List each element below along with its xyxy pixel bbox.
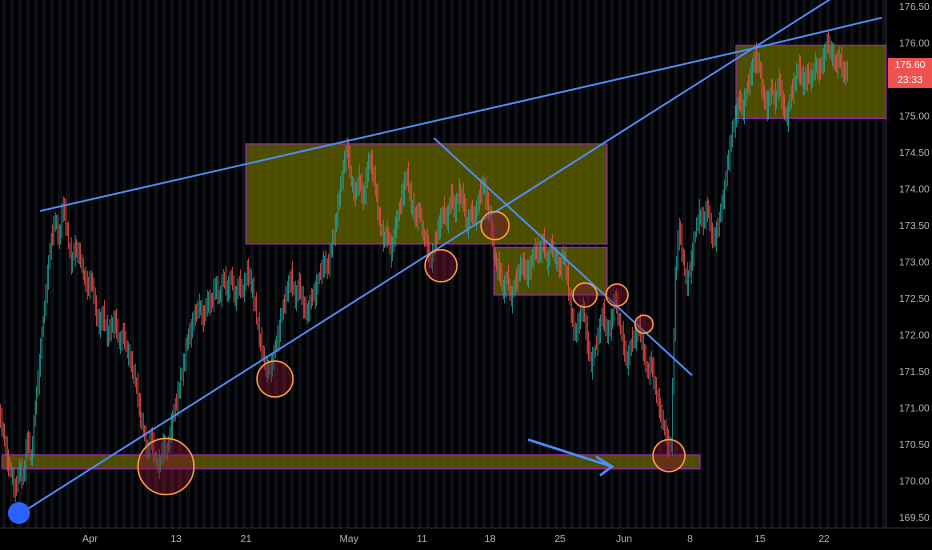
countdown-timer: 23:33 xyxy=(897,75,923,86)
x-tick-label: 22 xyxy=(818,534,830,545)
trendline xyxy=(13,0,831,519)
highlight-circle xyxy=(572,282,598,308)
arrow-shaft xyxy=(527,438,613,468)
y-tick-label: 176.00 xyxy=(899,39,930,50)
x-tick-label: 11 xyxy=(417,534,428,545)
trendline xyxy=(759,16,883,48)
y-tick-label: 171.50 xyxy=(899,367,930,378)
trendline xyxy=(433,137,693,376)
trendline xyxy=(39,45,761,212)
tradingview-logo-icon xyxy=(8,502,30,524)
y-tick-label: 170.50 xyxy=(899,440,930,451)
y-tick-label: 173.50 xyxy=(899,221,930,232)
highlight-circle xyxy=(480,210,510,241)
y-tick-label: 175.00 xyxy=(899,112,930,123)
x-tick-label: 8 xyxy=(687,534,693,545)
highlight-circle xyxy=(137,437,195,496)
x-tick-label: Jun xyxy=(616,534,632,545)
x-tick-label: 21 xyxy=(240,534,252,545)
y-tick-label: 173.00 xyxy=(899,258,930,269)
x-tick-label: 13 xyxy=(170,534,182,545)
arrow-head xyxy=(595,455,615,477)
x-tick-label: 15 xyxy=(754,534,766,545)
y-tick-label: 171.00 xyxy=(899,404,930,415)
y-tick-label: 176.50 xyxy=(899,2,930,13)
y-tick-label: 172.00 xyxy=(899,331,930,342)
x-tick-label: Apr xyxy=(82,534,98,545)
y-tick-label: 174.00 xyxy=(899,185,930,196)
last-price-value: 175.60 xyxy=(894,60,926,71)
zone-box xyxy=(1,454,701,470)
highlight-circle xyxy=(605,283,629,307)
highlight-circle xyxy=(256,360,294,398)
highlight-circle xyxy=(424,249,458,283)
highlight-circle xyxy=(634,314,654,334)
y-tick-label: 170.00 xyxy=(899,477,930,488)
x-tick-label: 25 xyxy=(554,534,566,545)
x-tick-label: 18 xyxy=(484,534,496,545)
zone-box xyxy=(245,143,608,245)
y-tick-label: 174.50 xyxy=(899,148,930,159)
x-tick-label: May xyxy=(340,534,359,545)
y-tick-label: 172.50 xyxy=(899,294,930,305)
y-tick-label: 169.50 xyxy=(899,513,930,524)
highlight-circle xyxy=(652,438,686,473)
last-price-tag: 175.60 23:33 xyxy=(888,58,932,88)
